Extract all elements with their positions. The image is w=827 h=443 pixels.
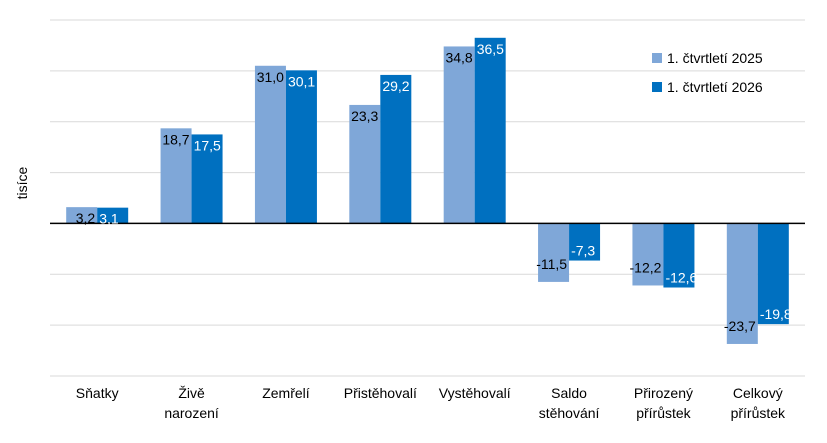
y-axis-label: tisíce [14,166,30,199]
bar-2026-6 [663,223,695,288]
bar-2025-2 [254,65,286,224]
bar-2025-4 [443,46,475,224]
legend-swatch-2025 [652,53,662,63]
bar-2025-3 [349,104,381,224]
bar-2026-2 [285,70,317,224]
data-label: -11,5 [536,256,567,272]
bars [66,37,789,344]
category-label: stěhování [539,405,600,421]
bar-2026-4 [474,37,506,224]
data-label: 36,5 [477,41,504,57]
category-label: Sňatky [76,385,119,401]
category-label: přírůstek [731,405,786,421]
legend-label-2025: 1. čtvrtletí 2025 [667,50,763,66]
bar-2026-7 [757,223,789,325]
data-labels: 3,2 3,1 18,7 17,5 31,0 30,1 23,329,2 34,8 36,5 -1… [76,41,792,334]
data-label: -23,7 [724,318,756,334]
data-label: -7,3 [571,243,595,259]
bar-2026-5 [569,223,601,261]
bar-2025-7 [726,223,758,344]
data-label: -12,2 [630,259,662,275]
bar-2026-0 [97,207,129,224]
category-label: Přistěhovalí [344,385,417,401]
bar-2025-5 [538,223,570,282]
data-label: 23,3 [351,108,378,124]
category-label: Vystěhovalí [439,385,511,401]
legend-label-2026: 1. čtvrtletí 2026 [667,79,763,95]
data-label: -19,8 [760,306,792,322]
data-label: 30,1 [288,73,315,89]
category-label: Zemřelí [262,385,310,401]
data-label: 31,0 [257,69,284,85]
data-label: 17,5 [194,137,221,153]
data-label: 3,2 [76,210,96,226]
bar-2026-3 [380,74,412,224]
category-label: přírůstek [636,405,691,421]
data-label: 18,7 [162,131,189,147]
category-labels: Sňatky Živě narození Zemřelí Přistěhovalí Vys… [76,385,786,421]
bar-2026-1 [191,134,223,224]
bar-2025-1 [160,128,192,224]
bar-2025-6 [632,223,664,286]
category-label: Saldo [551,385,587,401]
bar-2025-0 [66,207,98,224]
category-label: Přirozený [634,385,693,401]
data-label: 34,8 [445,49,472,65]
legend-swatch-2026 [652,82,662,92]
legend: 1. čtvrtletí 2025 1. čtvrtletí 2026 [652,50,763,95]
category-label: Celkový [733,385,783,401]
data-label: 29,2 [382,78,409,94]
data-label: 3,1 [99,211,119,227]
category-label: Živě [178,385,205,401]
category-label: narození [164,405,219,421]
data-label: -12,6 [665,270,697,286]
